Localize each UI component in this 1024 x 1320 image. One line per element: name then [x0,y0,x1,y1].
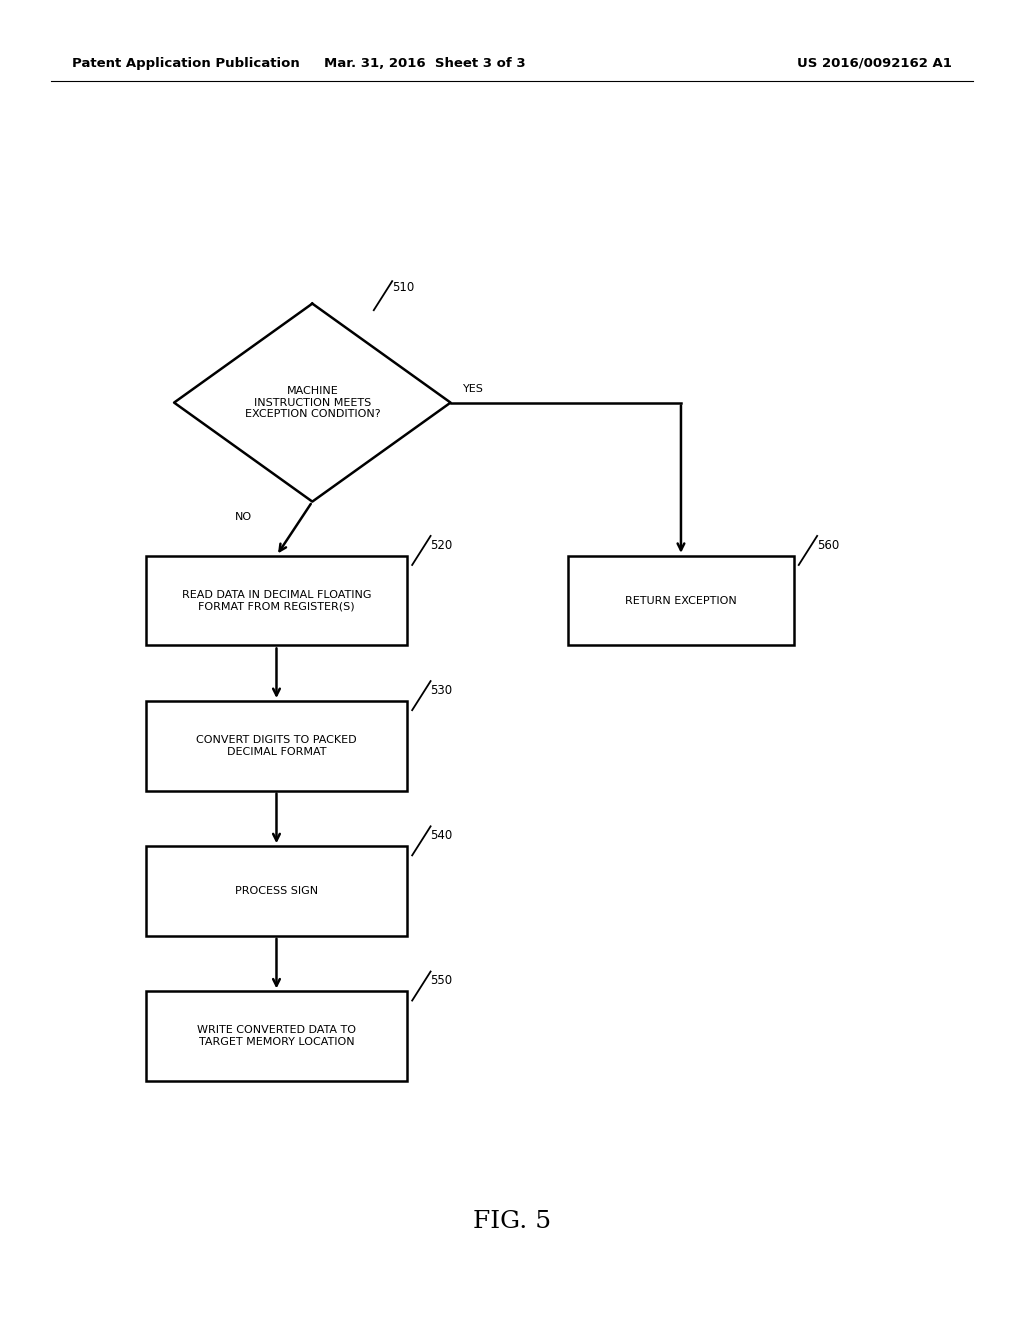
Text: 540: 540 [431,829,453,842]
Text: CONVERT DIGITS TO PACKED
DECIMAL FORMAT: CONVERT DIGITS TO PACKED DECIMAL FORMAT [197,735,356,756]
Bar [146,701,408,791]
Text: READ DATA IN DECIMAL FLOATING
FORMAT FROM REGISTER(S): READ DATA IN DECIMAL FLOATING FORMAT FRO… [181,590,372,611]
Text: Mar. 31, 2016  Sheet 3 of 3: Mar. 31, 2016 Sheet 3 of 3 [325,57,525,70]
Text: 520: 520 [431,539,453,552]
Text: NO: NO [234,512,252,523]
Text: 560: 560 [817,539,840,552]
Text: PROCESS SIGN: PROCESS SIGN [234,886,318,896]
Bar [568,556,794,645]
Text: RETURN EXCEPTION: RETURN EXCEPTION [625,595,737,606]
Text: 510: 510 [392,281,415,294]
Text: MACHINE
INSTRUCTION MEETS
EXCEPTION CONDITION?: MACHINE INSTRUCTION MEETS EXCEPTION COND… [245,385,380,420]
Text: US 2016/0092162 A1: US 2016/0092162 A1 [798,57,952,70]
Bar [146,846,408,936]
Text: FIG. 5: FIG. 5 [473,1209,551,1233]
Text: 550: 550 [431,974,453,987]
Text: 530: 530 [431,684,453,697]
Bar [146,556,408,645]
Text: YES: YES [463,384,483,395]
Bar [146,991,408,1081]
Text: WRITE CONVERTED DATA TO
TARGET MEMORY LOCATION: WRITE CONVERTED DATA TO TARGET MEMORY LO… [197,1026,356,1047]
Text: Patent Application Publication: Patent Application Publication [72,57,299,70]
